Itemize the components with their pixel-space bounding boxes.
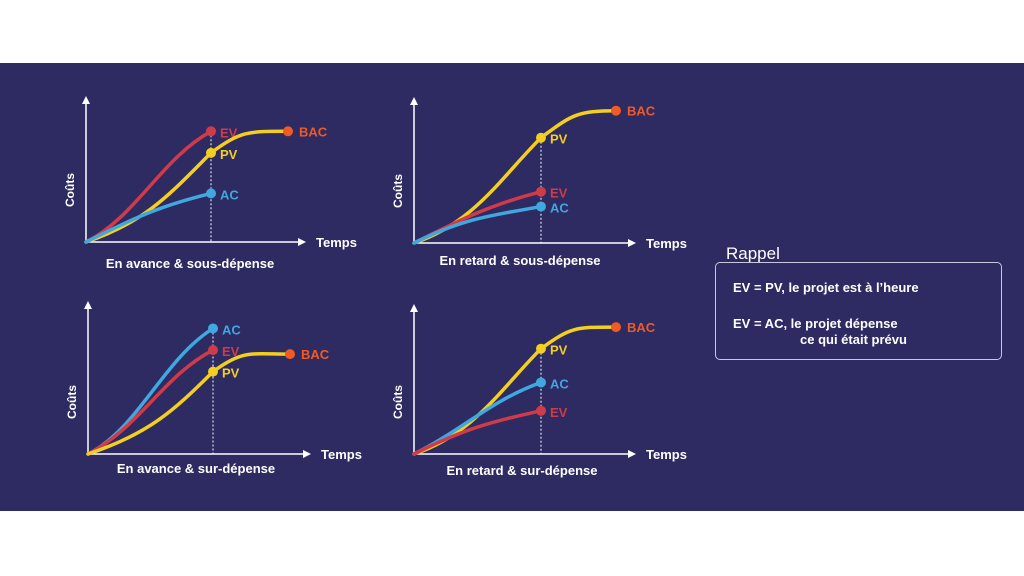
marker-pv — [208, 366, 218, 377]
chart-title: En retard & sous-dépense — [439, 253, 600, 268]
marker-bac — [611, 105, 621, 116]
y-axis-arrow — [82, 96, 90, 104]
x-axis-label: Temps — [321, 447, 362, 462]
y-axis-label: Coûts — [65, 385, 79, 419]
label-ev: EV — [550, 186, 568, 201]
label-ac: AC — [550, 201, 569, 216]
chart-title: En avance & sous-dépense — [106, 256, 274, 271]
marker-ev — [208, 345, 218, 356]
marker-pv — [536, 343, 546, 354]
label-ev: EV — [550, 405, 568, 420]
series-line-pv — [412, 108, 618, 245]
marker-ev — [206, 126, 216, 137]
chart-title: En retard & sur-dépense — [447, 463, 598, 478]
y-axis-arrow — [410, 304, 418, 312]
label-pv: PV — [220, 147, 238, 162]
marker-ac — [536, 201, 546, 212]
marker-bac — [285, 349, 295, 360]
label-ev: EV — [220, 125, 238, 140]
recall-box — [715, 262, 1002, 360]
label-ac: AC — [550, 376, 569, 391]
evm-diagrams: Temps Coûts EV PV AC BAC En avance & sous-dépe… — [63, 96, 687, 478]
marker-pv — [206, 147, 216, 158]
y-axis-label: Coûts — [63, 173, 77, 207]
chart-4: Temps Coûts PV AC EV BAC En retard & sur-dépen… — [391, 304, 687, 478]
marker-ac — [208, 323, 218, 334]
chart-3: Temps Coûts AC EV PV BAC En avance & sur-dépen… — [65, 301, 362, 476]
label-pv: PV — [550, 343, 568, 358]
label-bac: BAC — [627, 104, 656, 119]
series-line-ac — [412, 204, 543, 245]
y-axis-arrow — [84, 301, 92, 309]
chart-1: Temps Coûts EV PV AC BAC En avance & sous-dépe… — [63, 96, 357, 271]
recall-title: Rappel — [726, 244, 780, 263]
recall-line-1: EV = PV, le projet est à l’heure — [733, 280, 919, 295]
x-axis-label: Temps — [316, 235, 357, 250]
label-ac: AC — [220, 187, 239, 202]
series-line-pv — [86, 351, 292, 456]
x-axis-arrow — [628, 239, 636, 247]
x-axis-arrow — [298, 238, 306, 246]
marker-ac — [206, 188, 216, 199]
marker-pv — [536, 132, 546, 143]
x-axis-arrow — [303, 450, 311, 458]
series-line-ev — [86, 348, 215, 456]
label-bac: BAC — [301, 347, 330, 362]
label-ev: EV — [222, 344, 240, 359]
marker-bac — [611, 322, 621, 333]
recall-line-2: EV = AC, le projet dépense — [733, 316, 898, 331]
diagram-panel: Temps Coûts EV PV AC BAC En avance & sous-dépe… — [0, 63, 1024, 511]
series-line-ev — [84, 129, 213, 244]
label-pv: PV — [222, 366, 240, 381]
marker-ev — [536, 405, 546, 416]
x-axis-label: Temps — [646, 447, 687, 462]
marker-bac — [283, 126, 293, 137]
y-axis-label: Coûts — [391, 385, 405, 419]
label-bac: BAC — [299, 124, 328, 139]
marker-ev — [536, 186, 546, 197]
x-axis-arrow — [628, 450, 636, 458]
chart-title: En avance & sur-dépense — [117, 461, 275, 476]
recall-line-3: ce qui était prévu — [800, 332, 907, 347]
y-axis-arrow — [410, 97, 418, 105]
label-pv: PV — [550, 132, 568, 147]
series-line-ac — [84, 191, 213, 244]
x-axis-label: Temps — [646, 236, 687, 251]
series-line-ev — [412, 409, 543, 456]
label-ac: AC — [222, 322, 241, 337]
y-axis-label: Coûts — [391, 174, 405, 208]
label-bac: BAC — [627, 320, 656, 335]
marker-ac — [536, 377, 546, 388]
